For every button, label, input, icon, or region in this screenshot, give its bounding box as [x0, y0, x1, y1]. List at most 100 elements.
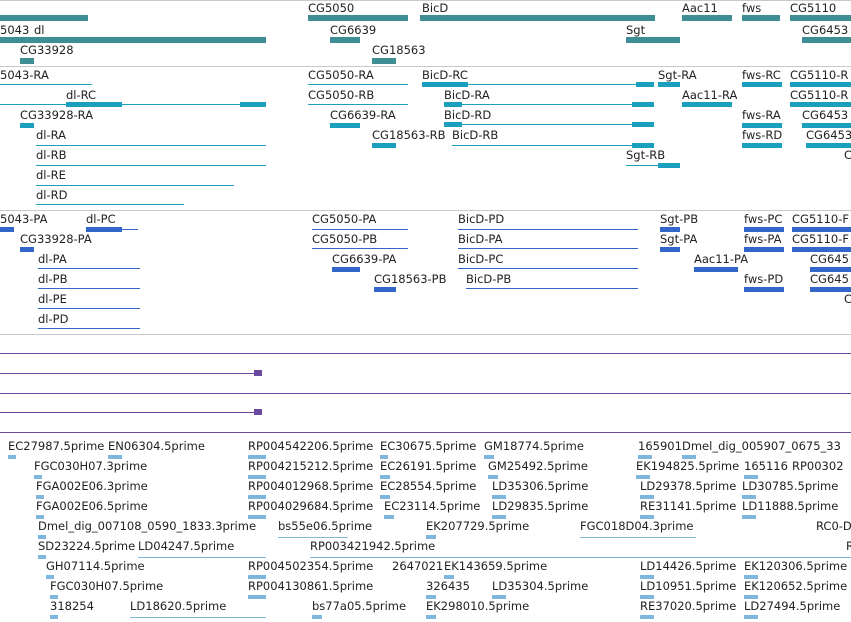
exon[interactable] — [742, 143, 782, 148]
gene-label[interactable]: CG5110 — [790, 1, 837, 15]
est-block[interactable] — [640, 615, 654, 619]
est-line[interactable] — [278, 537, 348, 538]
est-block[interactable] — [50, 595, 58, 599]
est-label[interactable]: EN06304.5prime — [108, 439, 205, 453]
gene-bar[interactable] — [330, 37, 360, 43]
est-label[interactable]: LD04247.5prime — [138, 539, 235, 553]
cds[interactable] — [458, 268, 638, 269]
cds[interactable] — [458, 229, 638, 230]
transcript-label[interactable]: Sgt-RB — [626, 148, 666, 162]
est-line[interactable] — [130, 617, 266, 618]
exon[interactable] — [790, 82, 851, 87]
transcript-label[interactable]: BicD-RC — [422, 68, 468, 82]
est-block[interactable] — [444, 575, 454, 579]
transcript-label[interactable]: CG6453 — [802, 108, 849, 122]
cds-block[interactable] — [374, 287, 396, 292]
cds-label[interactable]: BicD-PC — [458, 252, 504, 266]
gene-label[interactable]: BicD — [422, 1, 449, 15]
est-label[interactable]: SD23224.5prime — [38, 539, 136, 553]
cds-block[interactable] — [744, 227, 784, 232]
est-block[interactable] — [744, 475, 758, 479]
est-block[interactable] — [380, 455, 388, 459]
exon[interactable] — [632, 122, 654, 127]
cds[interactable] — [38, 268, 140, 269]
est-label[interactable]: RE31141.5prime — [640, 499, 737, 513]
est-label[interactable]: RP004542206.5prime — [248, 439, 374, 453]
est-block[interactable] — [248, 575, 266, 579]
cds-label[interactable]: fws-PA — [744, 232, 782, 246]
est-label[interactable]: 2647021 — [392, 559, 444, 573]
cds-label[interactable]: Sgt-PB — [660, 212, 699, 226]
cds-label[interactable]: 5043-PA — [0, 212, 48, 226]
est-label[interactable]: EK143659.5prime — [444, 559, 548, 573]
est-block[interactable] — [640, 495, 654, 499]
gene-bar[interactable] — [742, 15, 780, 21]
transcript-label[interactable]: C — [844, 148, 851, 162]
gene-label[interactable]: Sgt — [626, 23, 646, 37]
alignment-line[interactable] — [0, 393, 851, 394]
exon[interactable] — [658, 163, 680, 168]
cds-label[interactable]: CG5050-PB — [312, 232, 378, 246]
est-label[interactable]: RP004502354.5prime — [248, 559, 374, 573]
alignment-line[interactable] — [0, 412, 256, 413]
cds-label[interactable]: fws-PD — [744, 272, 784, 286]
cds-block[interactable] — [792, 247, 851, 252]
transcript-label[interactable]: BicD-RB — [452, 128, 499, 142]
est-line[interactable] — [310, 557, 851, 558]
gene-label[interactable]: CG6453 — [802, 23, 849, 37]
est-block[interactable] — [640, 575, 654, 579]
cds-block[interactable] — [810, 267, 851, 272]
est-label[interactable]: EC30675.5prime — [380, 439, 477, 453]
est-label[interactable]: GM25492.5prime — [488, 459, 588, 473]
est-label[interactable]: RP004029684.5prime — [248, 499, 374, 513]
est-label[interactable]: FGC030H07.5prime — [50, 579, 164, 593]
cds-label[interactable]: BicD-PA — [458, 232, 503, 246]
est-label[interactable]: EC26191.5prime — [380, 459, 477, 473]
exon[interactable] — [444, 102, 462, 107]
gene-bar[interactable] — [308, 15, 408, 21]
est-block[interactable] — [8, 455, 16, 459]
est-line[interactable] — [580, 537, 696, 538]
transcript[interactable] — [422, 84, 654, 85]
gene-bar[interactable] — [372, 58, 396, 64]
cds-label[interactable]: C — [844, 292, 851, 306]
gene-label[interactable]: Aac11 — [682, 1, 718, 15]
est-block[interactable] — [380, 495, 390, 499]
est-block[interactable] — [682, 455, 696, 459]
exon[interactable] — [682, 102, 732, 107]
cds-block[interactable] — [810, 287, 851, 292]
est-label[interactable]: R — [846, 539, 851, 553]
exon[interactable] — [632, 143, 654, 148]
transcript-label[interactable]: Sgt-RA — [658, 68, 697, 82]
gene-label[interactable]: CG6639 — [330, 23, 377, 37]
alignment-line[interactable] — [0, 353, 851, 354]
transcript-label[interactable]: BicD-RD — [444, 108, 492, 122]
cds-block[interactable] — [792, 227, 851, 232]
gene-label[interactable]: fws — [742, 1, 762, 15]
est-block[interactable] — [108, 455, 122, 459]
transcript[interactable] — [308, 84, 408, 85]
exon[interactable] — [444, 122, 462, 127]
est-block[interactable] — [640, 515, 654, 519]
est-label[interactable]: FGC018D04.3prime — [580, 519, 694, 533]
gene-label[interactable]: 5043 — [0, 23, 30, 37]
est-block[interactable] — [312, 615, 322, 619]
est-label[interactable]: LD29835.5prime — [492, 499, 589, 513]
cds-label[interactable]: CG5050-PA — [312, 212, 377, 226]
gene-label[interactable]: CG18563 — [372, 43, 426, 57]
gene-bar[interactable] — [682, 15, 732, 21]
est-label[interactable]: FGA002E06.3prime — [36, 479, 148, 493]
est-label[interactable]: RE37020.5prime — [640, 599, 737, 613]
transcript[interactable] — [626, 165, 680, 166]
est-label[interactable]: 326435 — [426, 579, 470, 593]
est-label[interactable]: LD27494.5prime — [744, 599, 841, 613]
est-label[interactable]: 165901 — [638, 439, 682, 453]
exon[interactable] — [806, 143, 851, 148]
cds-block[interactable] — [744, 287, 784, 292]
est-label[interactable]: LD14426.5prime — [640, 559, 737, 573]
est-block[interactable] — [248, 495, 266, 499]
est-label[interactable]: EK298010.5prime — [426, 599, 530, 613]
gene-bar[interactable] — [0, 15, 88, 21]
est-label[interactable]: LD35304.5prime — [492, 579, 589, 593]
cds-block[interactable] — [660, 227, 680, 232]
